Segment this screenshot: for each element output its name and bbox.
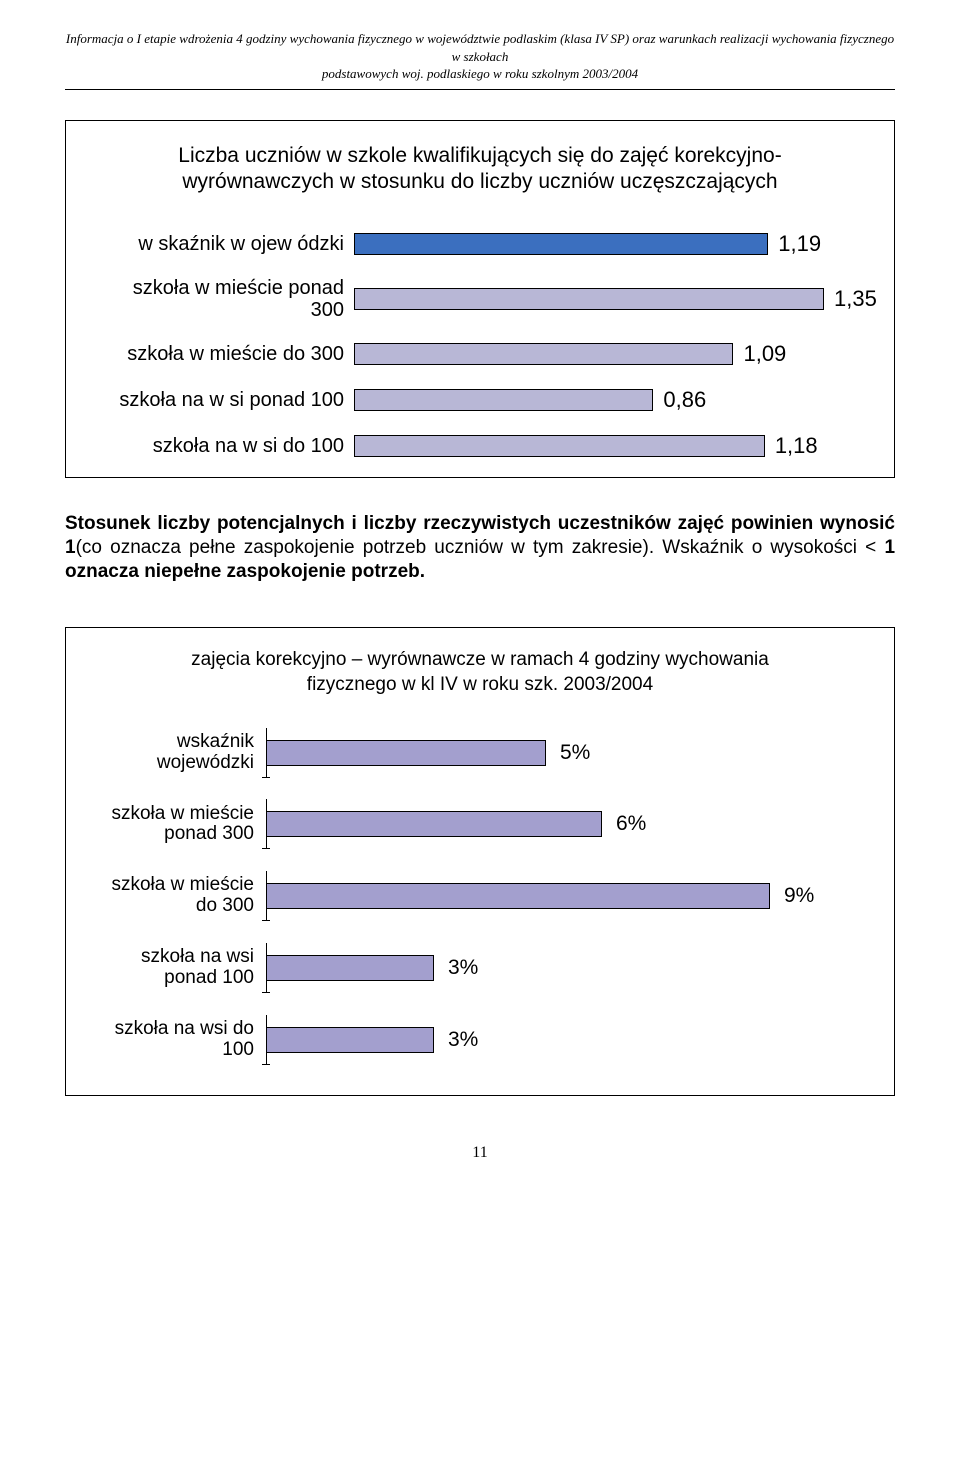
chart-2-bar [266, 811, 602, 837]
chart-2-axis [266, 1015, 267, 1065]
chart-2-row: szkoła na wsi ponad 100 3% [96, 947, 864, 989]
body-text-b: (co oznacza pełne zaspokojenie potrzeb u… [76, 537, 866, 558]
chart-1-row-track: 1,35 [354, 286, 877, 312]
chart-1-container: Liczba uczniów w szkole kwalifikujących … [65, 120, 895, 479]
chart-2-value: 3% [434, 956, 478, 980]
chart-2-axis [266, 871, 267, 921]
chart-2-bar [266, 955, 434, 981]
chart-1-row-track: 1,09 [354, 341, 866, 367]
chart-2-row-label: wskaźnik wojewódzki [96, 732, 266, 774]
chart-1-row: szkoła na w si do 100 1,18 [94, 433, 866, 459]
chart-1-row: szkoła na w si ponad 100 0,86 [94, 387, 866, 413]
chart-2-row-label: szkoła na wsi ponad 100 [96, 947, 266, 989]
chart-2-value: 9% [770, 884, 814, 908]
chart-1-row-label: szkoła w mieście do 300 [94, 343, 354, 365]
chart-2-value: 5% [546, 741, 590, 765]
chart-1-bar [354, 389, 653, 411]
chart-2-bars: wskaźnik wojewódzki 5% szkoła w mieście po… [96, 732, 864, 1061]
chart-2-row-track: 5% [266, 740, 864, 766]
chart-2-value: 6% [602, 812, 646, 836]
chart-2-row-track: 6% [266, 811, 864, 837]
chart-1-value: 1,09 [733, 341, 786, 367]
chart-1-row-label: w skaźnik w ojew ódzki [94, 233, 354, 255]
chart-2-row-label: szkoła na wsi do 100 [96, 1019, 266, 1061]
page-number: 11 [65, 1144, 895, 1162]
chart-2-value: 3% [434, 1028, 478, 1052]
chart-2-title: zajęcia korekcyjno – wyrównawcze w ramac… [160, 648, 800, 697]
chart-1-row-label: szkoła na w si ponad 100 [94, 389, 354, 411]
chart-2-bar [266, 740, 546, 766]
chart-1-bars: w skaźnik w ojew ódzki 1,19 szkoła w mieśc… [94, 231, 866, 459]
chart-2-row: szkoła na wsi do 100 3% [96, 1019, 864, 1061]
chart-1-row: szkoła w mieście ponad 3001,35 [94, 277, 866, 321]
chart-1-row-track: 1,19 [354, 231, 866, 257]
chart-1-row-track: 0,86 [354, 387, 866, 413]
chart-2-row: szkoła w mieście ponad 300 6% [96, 804, 864, 846]
chart-2-axis [266, 943, 267, 993]
chart-1-row-track: 1,18 [354, 433, 866, 459]
chart-1-value: 1,19 [768, 231, 821, 257]
chart-1-row-label: szkoła na w si do 100 [94, 435, 354, 457]
chart-1-bar [354, 288, 824, 310]
chart-2-tick [262, 777, 270, 778]
chart-2-row: wskaźnik wojewódzki 5% [96, 732, 864, 774]
chart-2-row-label: szkoła w mieście ponad 300 [96, 804, 266, 846]
header-divider [65, 89, 895, 90]
header-line-2: podstawowych woj. podlaskiego w roku szk… [65, 65, 895, 83]
chart-2-container: zajęcia korekcyjno – wyrównawcze w ramac… [65, 627, 895, 1095]
chart-1-value: 1,35 [824, 286, 877, 312]
chart-2-tick [262, 1064, 270, 1065]
chart-2-bar [266, 883, 770, 909]
page: Informacja o I etapie wdrożenia 4 godzin… [0, 0, 960, 1202]
chart-2-tick [262, 848, 270, 849]
chart-2-axis [266, 799, 267, 849]
chart-1-value: 0,86 [653, 387, 706, 413]
chart-2-bar [266, 1027, 434, 1053]
body-text-c: < [865, 537, 884, 558]
chart-2-row-label: szkoła w mieście do 300 [96, 875, 266, 917]
chart-2-row: szkoła w mieście do 300 9% [96, 875, 864, 917]
chart-1-title: Liczba uczniów w szkole kwalifikujących … [160, 143, 800, 196]
chart-2-row-track: 3% [266, 955, 864, 981]
chart-1-bar [354, 435, 765, 457]
chart-1-value: 1,18 [765, 433, 818, 459]
chart-1-row-label: szkoła w mieście ponad 300 [94, 277, 354, 321]
chart-2-row-track: 3% [266, 1027, 864, 1053]
chart-1-bar [354, 343, 733, 365]
chart-2-tick [262, 992, 270, 993]
chart-1-row: szkoła w mieście do 300 1,09 [94, 341, 866, 367]
body-paragraph: Stosunek liczby potencjalnych i liczby r… [65, 512, 895, 583]
chart-1-row: w skaźnik w ojew ódzki 1,19 [94, 231, 866, 257]
chart-2-row-track: 9% [266, 883, 864, 909]
page-header: Informacja o I etapie wdrożenia 4 godzin… [65, 30, 895, 83]
chart-1-bar [354, 233, 768, 255]
chart-2-tick [262, 920, 270, 921]
header-line-1: Informacja o I etapie wdrożenia 4 godzin… [65, 30, 895, 65]
chart-2-axis [266, 728, 267, 778]
